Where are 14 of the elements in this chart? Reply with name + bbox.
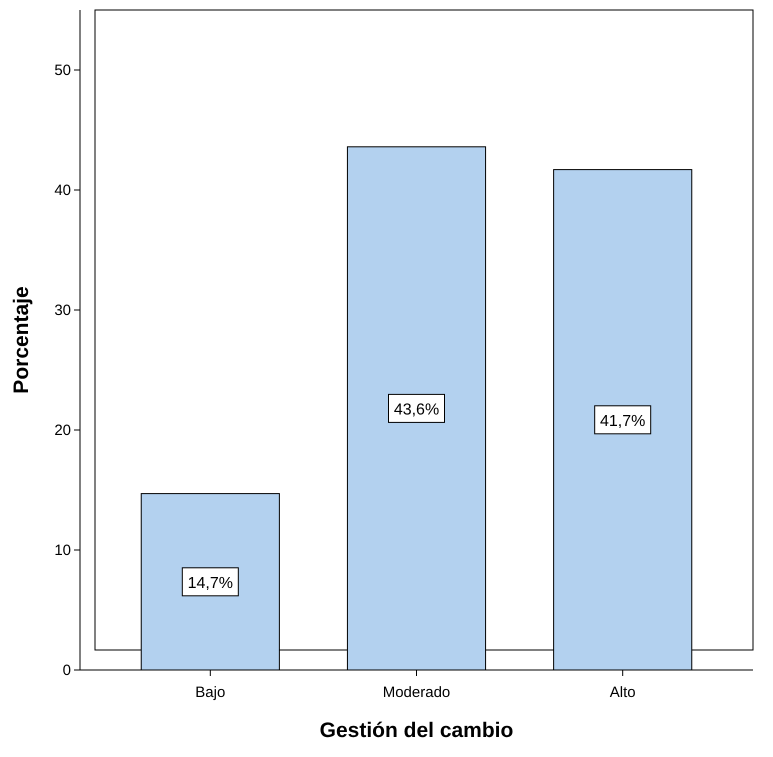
- x-axis-title: Gestión del cambio: [320, 719, 514, 742]
- y-tick-label: 40: [54, 182, 71, 199]
- y-axis-title: Porcentaje: [10, 286, 33, 394]
- y-tick-label: 30: [54, 302, 71, 319]
- y-tick-label: 10: [54, 542, 71, 559]
- data-label: 14,7%: [188, 574, 233, 592]
- y-tick-label: 0: [62, 662, 71, 679]
- x-tick-label: Alto: [610, 684, 636, 701]
- y-tick-label: 50: [54, 62, 71, 79]
- x-tick-label: Moderado: [382, 684, 450, 701]
- data-label: 43,6%: [394, 401, 440, 418]
- data-label: 41,7%: [600, 412, 646, 430]
- x-tick-label: Bajo: [195, 684, 226, 701]
- y-tick-label: 20: [54, 422, 71, 439]
